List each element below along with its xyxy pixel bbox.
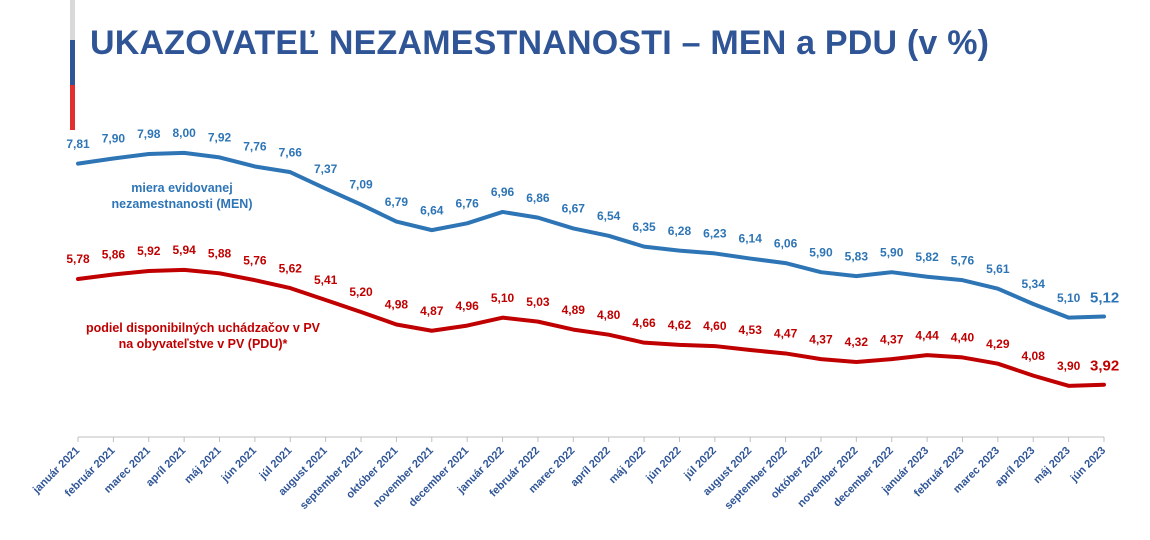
data-label: 4,96	[455, 299, 479, 313]
data-label: 7,76	[243, 140, 267, 154]
data-label: 7,66	[279, 145, 303, 159]
data-label: 4,62	[668, 318, 692, 332]
data-label: 4,08	[1022, 349, 1046, 363]
data-label: 6,14	[739, 232, 763, 246]
data-label: 4,66	[632, 316, 656, 330]
series-line	[76, 267, 1106, 388]
x-tick-label: jún 2023	[1068, 445, 1108, 485]
data-label: 5,94	[172, 243, 196, 257]
x-tick-label: jún 2021	[219, 445, 259, 485]
data-label: 5,34	[1022, 277, 1046, 291]
x-tick-label: máj 2021	[182, 445, 223, 486]
data-label: 5,86	[102, 248, 126, 262]
data-label: 5,88	[208, 246, 232, 260]
series-line	[76, 150, 1106, 320]
x-tick-label: máj 2023	[1031, 445, 1072, 486]
data-label: 6,79	[385, 195, 409, 209]
data-label: 7,92	[208, 131, 232, 145]
data-label: 6,54	[597, 209, 621, 223]
x-tick-label: november 2021	[371, 445, 436, 510]
data-label: 5,78	[66, 252, 90, 266]
data-label: 5,41	[314, 273, 338, 287]
data-label: 7,37	[314, 162, 338, 176]
x-tick-label: september 2022	[722, 445, 789, 512]
data-label: 4,60	[703, 319, 727, 333]
data-label: 6,28	[668, 224, 692, 238]
data-label: 5,03	[526, 295, 550, 309]
data-label: 4,29	[986, 337, 1010, 351]
data-label: 5,92	[137, 244, 161, 258]
data-label: 8,00	[172, 126, 196, 140]
accent-red	[70, 85, 75, 130]
data-label: 5,90	[880, 245, 904, 259]
data-label: 5,10	[1057, 291, 1081, 305]
data-label: 3,92	[1090, 358, 1119, 375]
x-tick-label: jún 2022	[643, 445, 683, 485]
series-label: miera evidovanej nezamestnanosti (MEN)	[111, 181, 253, 211]
data-label: 4,87	[420, 304, 444, 318]
x-tick-label: november 2022	[795, 445, 860, 510]
data-label: 4,53	[739, 323, 763, 337]
data-label: 4,37	[880, 332, 904, 346]
data-label: 5,83	[845, 249, 869, 263]
data-label: 5,62	[279, 261, 303, 275]
data-label: 5,90	[809, 245, 833, 259]
data-label: 6,06	[774, 236, 798, 250]
x-tick-label: december 2021	[407, 445, 472, 510]
data-label: 5,10	[491, 291, 515, 305]
data-label: 4,80	[597, 308, 621, 322]
data-label: 7,09	[349, 178, 373, 192]
data-label: 6,23	[703, 227, 727, 241]
data-label: 5,76	[951, 253, 975, 267]
data-label: 6,67	[562, 202, 586, 216]
data-label: 3,90	[1057, 359, 1081, 373]
data-label: 5,20	[349, 285, 373, 299]
data-label: 7,90	[102, 132, 126, 146]
data-label: 4,44	[915, 328, 939, 342]
data-label: 6,64	[420, 203, 444, 217]
data-label: 4,37	[809, 332, 833, 346]
data-label: 7,98	[137, 127, 161, 141]
data-label: 5,61	[986, 262, 1010, 276]
data-label: 4,47	[774, 327, 798, 341]
data-label: 4,89	[562, 303, 586, 317]
x-tick-label: december 2022	[831, 445, 896, 510]
x-tick-label: máj 2022	[607, 445, 648, 486]
series-label: podiel disponibilných uchádzačov v PV na…	[85, 321, 321, 351]
data-label: 7,81	[66, 137, 90, 151]
data-label: 4,98	[385, 298, 409, 312]
data-label: 6,35	[632, 220, 656, 234]
data-label: 4,32	[845, 335, 869, 349]
x-tick-label: september 2021	[298, 445, 365, 512]
chart-title: UKAZOVATEĽ NEZAMESTNANOSTI – MEN a PDU (…	[90, 24, 990, 62]
accent-gray	[70, 0, 75, 40]
data-label: 5,82	[915, 250, 939, 264]
data-label: 5,76	[243, 253, 267, 267]
data-label: 6,86	[526, 191, 550, 205]
data-label: 4,40	[951, 331, 975, 345]
data-label: 6,96	[491, 185, 515, 199]
data-label: 6,76	[455, 196, 479, 210]
accent-blue	[70, 40, 75, 85]
data-label: 5,12	[1090, 289, 1119, 306]
